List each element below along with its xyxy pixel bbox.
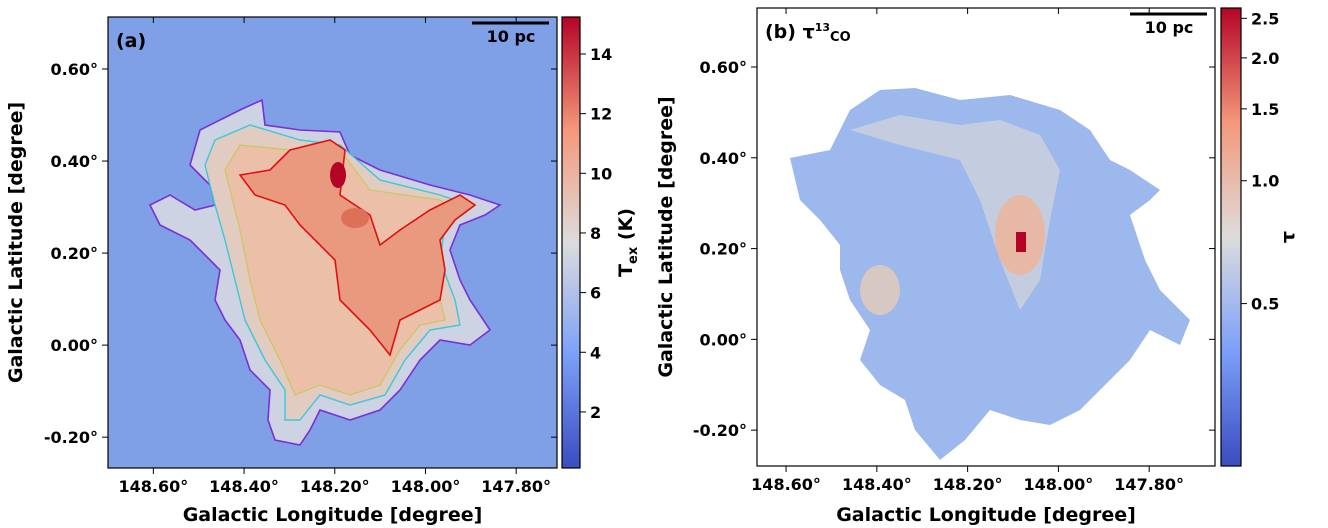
y-tick-label: 0.20° (51, 244, 98, 263)
x-tick-label: 148.20° (933, 475, 1003, 494)
colorbar-unit: (K) (615, 208, 637, 247)
colorbar-tick-label: 1.5 (1251, 100, 1279, 119)
y-axis-label: Galactic Latitude [degree] (655, 96, 677, 377)
colorbar-sub: ex (626, 246, 641, 264)
y-axis-label: Galactic Latitude [degree] (5, 102, 27, 383)
y-tick-label: 0.00° (51, 336, 98, 355)
x-tick-label: 148.40° (209, 477, 279, 496)
panel-title: (a) (116, 30, 146, 52)
panel-title: (b) τ13CO (765, 21, 851, 45)
title-text: (b) τ (765, 21, 815, 43)
title-text: (a) (116, 30, 146, 52)
colorbar-tick-label: 12 (590, 105, 612, 124)
colorbar-tick-label: 2.0 (1251, 49, 1279, 68)
x-tick-label: 147.80° (1114, 475, 1184, 494)
x-tick-label: 147.80° (481, 477, 551, 496)
title-sup: 13 (815, 21, 830, 34)
scalebar-label: 10 pc (487, 27, 536, 46)
panel-frames (107, 7, 1242, 469)
y-tick-label: -0.20° (44, 428, 98, 447)
colorbar-symbol: τ (1277, 231, 1299, 243)
colorbar-label: τ (1277, 231, 1299, 243)
x-tick-label: 148.20° (300, 477, 370, 496)
colorbar-tick-label: 14 (590, 45, 612, 64)
colorbar-tick-label: 2.5 (1251, 9, 1279, 28)
colorbar-symbol: T (615, 264, 637, 277)
y-tick-label: 0.00° (700, 330, 747, 349)
x-axis-label: Galactic Longitude [degree] (836, 504, 1136, 526)
colorbar-tick-label: 6 (590, 284, 601, 303)
x-tick-label: 148.40° (842, 475, 912, 494)
colorbar-tick-label: 4 (590, 343, 601, 362)
x-tick-label: 148.60° (751, 475, 821, 494)
y-tick-label: -0.20° (693, 421, 747, 440)
colorbar-label: Tex (K) (615, 208, 641, 277)
x-axis-label: Galactic Longitude [degree] (183, 504, 483, 526)
colorbar-tick-label: 0.5 (1251, 295, 1279, 314)
colorbar-tick-label: 2 (590, 403, 601, 422)
y-tick-label: 0.60° (700, 58, 747, 77)
x-tick-label: 148.00° (391, 477, 461, 496)
y-tick-label: 0.20° (700, 240, 747, 259)
colorbar-tick-label: 8 (590, 224, 601, 243)
y-tick-label: 0.60° (51, 60, 98, 79)
y-tick-label: 0.40° (700, 149, 747, 168)
map-b (790, 88, 1190, 460)
title-sub: CO (830, 30, 851, 45)
x-tick-label: 148.00° (1024, 475, 1094, 494)
map-a (108, 17, 557, 468)
scalebar-label: 10 pc (1145, 18, 1194, 37)
colorbar-tick-label: 1.0 (1251, 172, 1279, 191)
colorbar-tick-label: 10 (590, 164, 612, 183)
y-tick-label: 0.40° (51, 152, 98, 171)
x-tick-label: 148.60° (118, 477, 188, 496)
